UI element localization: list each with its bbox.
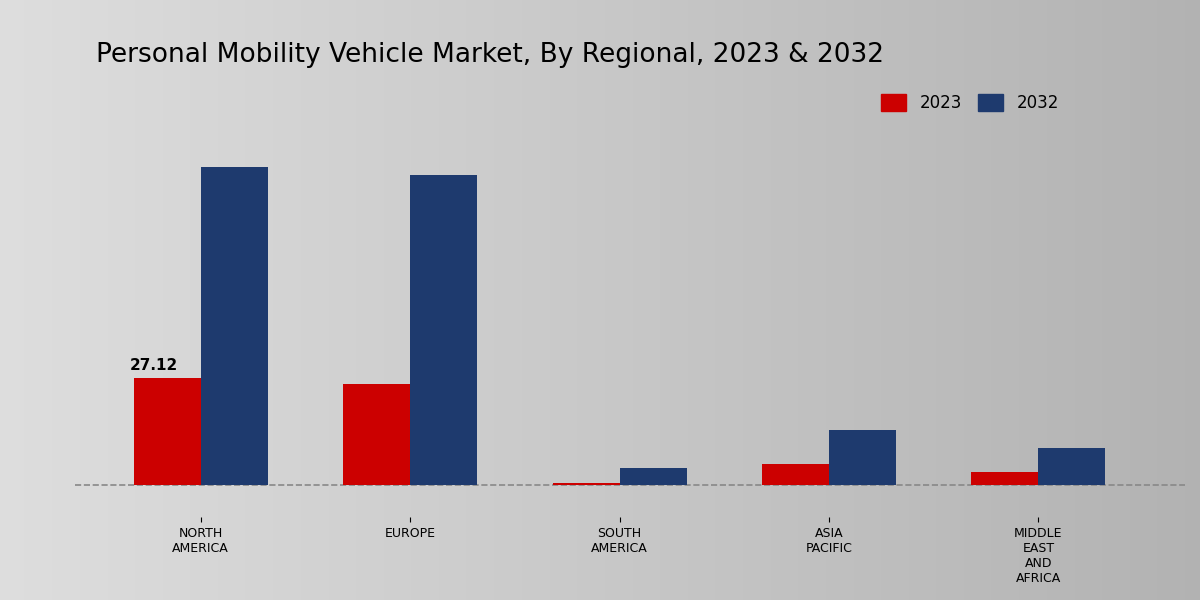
- Bar: [1038, 448, 1105, 485]
- Legend: 2023, 2032: 2023, 2032: [875, 88, 1066, 119]
- Bar: [619, 467, 686, 485]
- Bar: [200, 167, 268, 485]
- Bar: [829, 430, 896, 485]
- Bar: [762, 464, 829, 485]
- Bar: [552, 484, 619, 485]
- Text: Personal Mobility Vehicle Market, By Regional, 2023 & 2032: Personal Mobility Vehicle Market, By Reg…: [96, 42, 884, 68]
- Text: 27.12: 27.12: [130, 358, 178, 373]
- Bar: [971, 472, 1038, 485]
- Bar: [410, 175, 478, 485]
- Bar: [133, 377, 200, 485]
- Bar: [343, 384, 410, 485]
